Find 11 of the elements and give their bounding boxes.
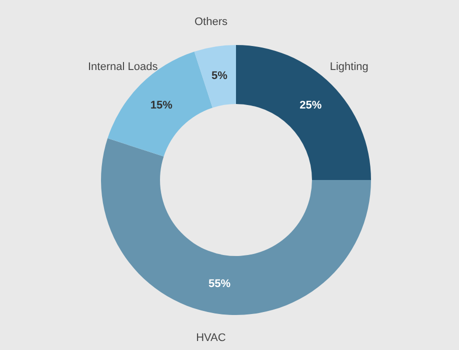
- slice-label: HVAC: [196, 332, 226, 344]
- donut-slice: [101, 138, 371, 315]
- donut-slice: [236, 45, 371, 180]
- data-label: 15%: [150, 99, 173, 112]
- data-label: 5%: [212, 70, 228, 82]
- data-label: 25%: [300, 99, 322, 112]
- data-label: 55%: [208, 278, 231, 290]
- slice-label: Others: [194, 16, 228, 28]
- slice-label: Lighting: [330, 60, 368, 73]
- donut-slice: [194, 45, 236, 108]
- slice-label: Internal Loads: [88, 60, 158, 73]
